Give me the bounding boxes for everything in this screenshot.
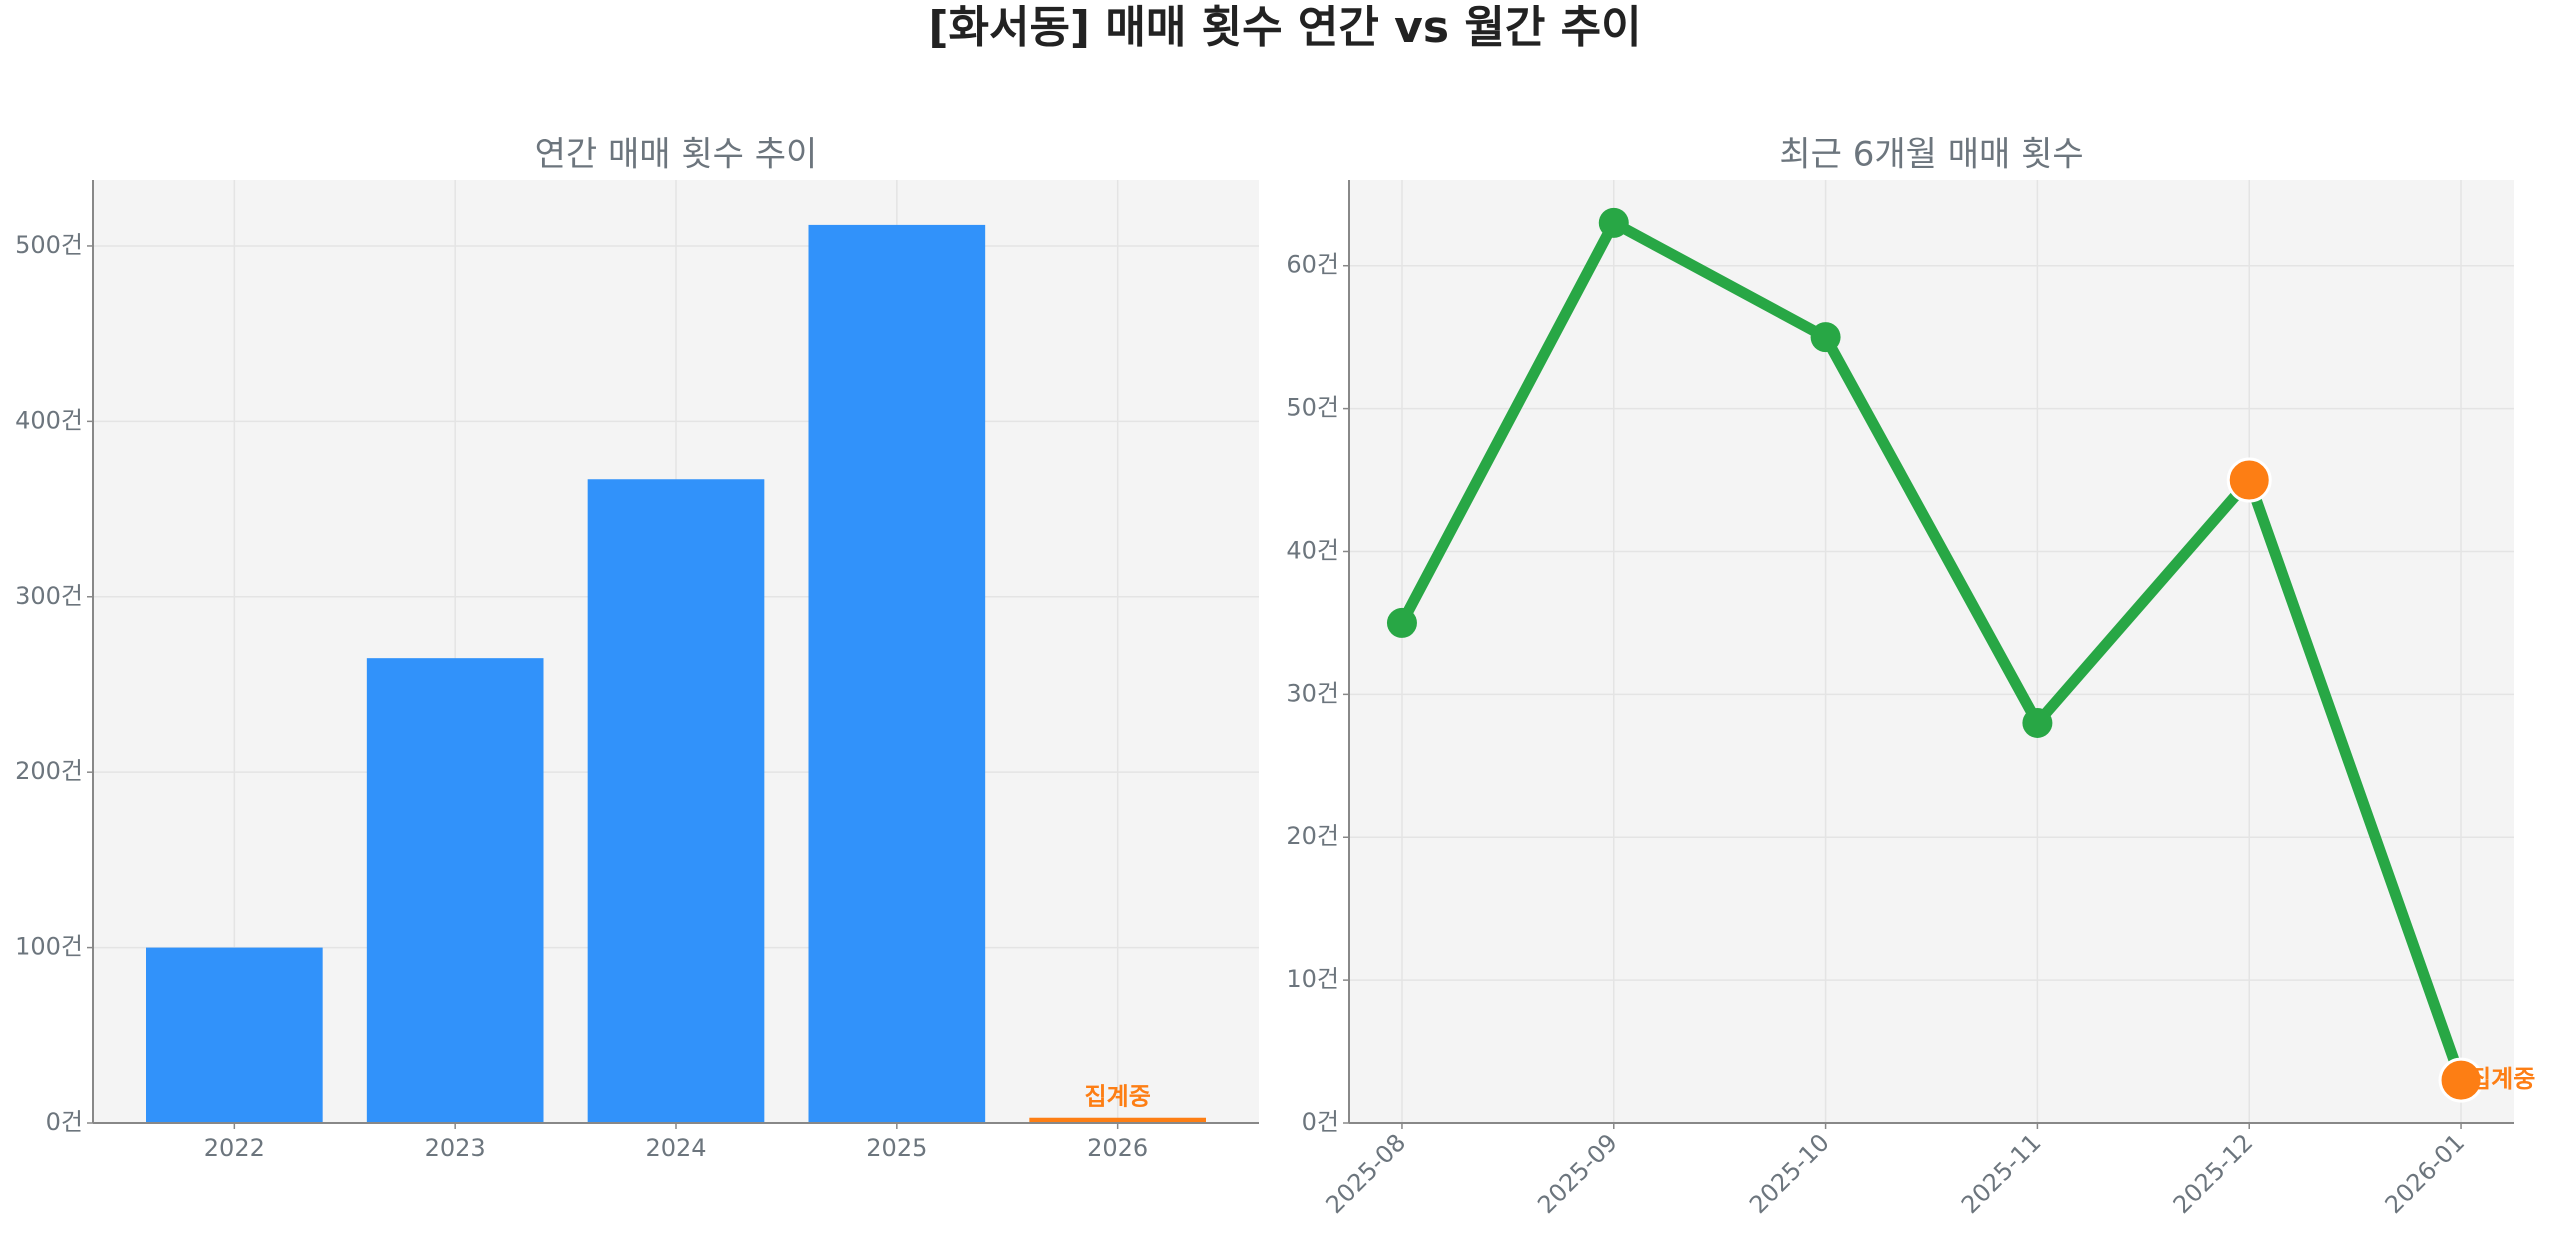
marker [2438, 1057, 2484, 1103]
y-tick-label: 60건 [1286, 251, 1339, 279]
chart-title: 최근 6개월 매매 횟수 [1779, 135, 2083, 175]
y-tick-label: 400건 [15, 406, 83, 434]
chart-title: 연간 매매 횟수 추이 [535, 135, 818, 175]
x-tick-label: 2025-12 [2168, 1128, 2259, 1219]
marker [1386, 607, 1417, 638]
bar [1029, 1117, 1206, 1123]
annotation: 집계중 [1085, 1083, 1151, 1111]
y-tick-label: 300건 [15, 582, 83, 610]
x-tick-label: 2025 [866, 1134, 927, 1162]
bar [808, 224, 986, 1123]
y-tick-label: 50건 [1286, 394, 1339, 422]
y-tick-label: 200건 [15, 757, 83, 785]
marker [2022, 707, 2053, 738]
y-tick-label: 0건 [46, 1108, 83, 1136]
line [1397, 217, 2467, 1082]
y-tick-label: 500건 [15, 231, 83, 259]
x-tick-label: 2026 [1087, 1134, 1148, 1162]
plot-area [1349, 180, 2514, 1123]
page-title: [화서동] 매매 횟수 연간 vs 월간 추이 [928, 2, 1641, 53]
bar [146, 947, 323, 1123]
y-tick-label: 10건 [1286, 965, 1339, 993]
x-tick-label: 2023 [425, 1134, 486, 1162]
bar [587, 479, 765, 1123]
bar [366, 658, 544, 1123]
y-tick-label: 30건 [1286, 679, 1339, 707]
x-tick-label: 2024 [645, 1134, 706, 1162]
x-tick-label: 2022 [204, 1134, 265, 1162]
marker [2226, 457, 2272, 503]
x-tick-label: 2025-11 [1956, 1128, 2047, 1219]
x-tick-label: 2025-10 [1744, 1128, 1835, 1219]
y-tick-label: 20건 [1286, 822, 1339, 850]
marker [1810, 322, 1841, 353]
x-tick-label: 2025-08 [1320, 1128, 1411, 1219]
x-tick-label: 2026-01 [2380, 1128, 2471, 1219]
x-tick-label: 2025-09 [1532, 1128, 1623, 1219]
y-tick-label: 40건 [1286, 536, 1339, 564]
y-tick-label: 0건 [1302, 1108, 1339, 1136]
marker [1598, 207, 1629, 238]
y-tick-label: 100건 [15, 933, 83, 961]
annotation: 집계중 [2469, 1065, 2535, 1093]
